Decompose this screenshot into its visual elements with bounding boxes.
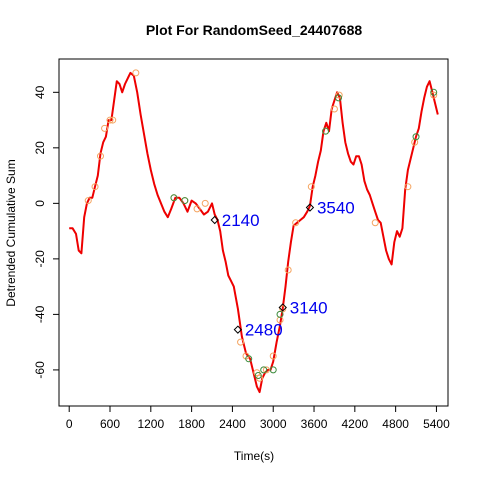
- orange-point: [279, 305, 287, 313]
- y-tick-label: -60: [33, 361, 47, 379]
- orange-point: [330, 105, 338, 113]
- annotation-label: 3140: [290, 298, 328, 317]
- annotation-layer: 2140 2480 3140 3540: [210, 199, 355, 340]
- x-tick-label: 600: [100, 417, 120, 431]
- orange-point: [237, 338, 245, 346]
- orange-point: [132, 69, 140, 77]
- x-tick-label: 0: [66, 417, 73, 431]
- orange-point: [84, 197, 92, 205]
- annotation-marker: [305, 203, 315, 212]
- orange-point: [430, 91, 438, 99]
- x-axis-label: Time(s): [234, 449, 274, 463]
- x-tick-label: 4200: [341, 417, 368, 431]
- green-point: [322, 127, 330, 135]
- orange-point: [262, 366, 270, 374]
- green-point: [260, 366, 268, 374]
- y-axis-label: Detrended Cumulative Sum: [4, 159, 18, 306]
- y-tick-label: -20: [33, 250, 47, 268]
- y-tick-label: -40: [33, 305, 47, 323]
- orange-point: [96, 152, 104, 160]
- annotation-marker: [278, 303, 287, 312]
- green-point: [254, 371, 262, 379]
- x-tick-label: 2400: [219, 417, 246, 431]
- x-tick-label: 3000: [260, 417, 287, 431]
- orange-point: [193, 205, 201, 213]
- x-tick-label: 5400: [423, 417, 450, 431]
- x-tick-label: 4800: [382, 417, 409, 431]
- annotation-label: 2480: [245, 321, 283, 340]
- x-axis: 0 600 1200 1800 2400 3000 3600 4200 4800 5400: [66, 405, 450, 431]
- orange-point: [91, 183, 99, 191]
- annotation-marker: [210, 215, 219, 225]
- orange-point: [404, 183, 412, 191]
- y-tick-label: 40: [33, 85, 47, 99]
- green-point: [430, 88, 438, 96]
- green-point: [412, 133, 420, 141]
- annotation-marker: [233, 325, 243, 334]
- chart-title: Plot For RandomSeed_24407688: [146, 22, 363, 38]
- x-tick-label: 3600: [301, 417, 328, 431]
- orange-point: [101, 124, 109, 132]
- orange-point: [307, 183, 315, 191]
- series-layer: [69, 69, 439, 394]
- annotation-label: 3540: [317, 199, 355, 218]
- orange-point: [201, 199, 209, 207]
- orange-point: [284, 266, 292, 274]
- x-tick-label: 1200: [137, 417, 164, 431]
- orange-point: [269, 352, 277, 360]
- green-point: [276, 310, 284, 318]
- annotation-label: 2140: [222, 211, 260, 230]
- green-point: [269, 366, 277, 374]
- x-tick-label: 1800: [178, 417, 205, 431]
- green-point: [335, 94, 343, 102]
- y-tick-label: 0: [33, 200, 47, 207]
- green-point: [170, 194, 178, 202]
- orange-point: [292, 219, 300, 227]
- orange-point: [109, 116, 117, 124]
- orange-point: [335, 91, 343, 99]
- green-point: [181, 197, 189, 205]
- green-point: [245, 355, 253, 363]
- orange-point: [371, 219, 379, 227]
- orange-point: [106, 116, 114, 124]
- y-tick-label: 20: [33, 141, 47, 155]
- y-axis: -60 -40 -20 0 20 40: [33, 85, 60, 379]
